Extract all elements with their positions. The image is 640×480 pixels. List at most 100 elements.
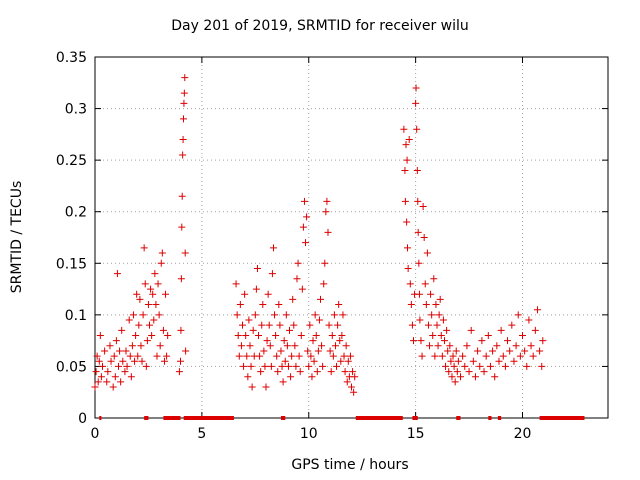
data-point bbox=[471, 373, 479, 381]
data-point bbox=[241, 290, 249, 298]
data-point bbox=[426, 342, 434, 350]
data-point bbox=[508, 321, 516, 329]
data-point bbox=[400, 125, 408, 133]
data-point bbox=[343, 378, 351, 386]
data-point bbox=[252, 285, 260, 293]
data-point bbox=[149, 290, 157, 298]
data-point bbox=[115, 362, 123, 370]
data-point bbox=[274, 368, 282, 376]
data-point bbox=[247, 362, 255, 370]
data-point bbox=[516, 352, 524, 360]
data-point bbox=[160, 357, 168, 365]
data-point bbox=[261, 362, 269, 370]
data-point bbox=[154, 280, 162, 288]
data-point bbox=[177, 326, 185, 334]
data-point bbox=[319, 362, 327, 370]
data-point bbox=[531, 326, 539, 334]
data-point bbox=[336, 337, 344, 345]
data-point bbox=[467, 326, 475, 334]
data-point bbox=[311, 311, 319, 319]
data-point bbox=[255, 331, 263, 339]
x-tick-label-0: 0 bbox=[91, 426, 100, 442]
data-point bbox=[536, 347, 544, 355]
data-point bbox=[497, 326, 505, 334]
data-point bbox=[350, 388, 358, 396]
data-point bbox=[300, 197, 308, 205]
data-point bbox=[474, 347, 482, 355]
data-point bbox=[429, 331, 437, 339]
data-point bbox=[132, 331, 140, 339]
data-point bbox=[320, 280, 328, 288]
data-point bbox=[337, 357, 345, 365]
data-point bbox=[104, 368, 112, 376]
data-point bbox=[236, 301, 244, 309]
data-point bbox=[95, 357, 103, 365]
data-point bbox=[112, 337, 120, 345]
data-point bbox=[440, 337, 448, 345]
data-point bbox=[129, 311, 137, 319]
data-point bbox=[444, 347, 452, 355]
data-point bbox=[437, 331, 445, 339]
data-point bbox=[413, 166, 421, 174]
data-point bbox=[106, 342, 114, 350]
x-tick-label-1: 5 bbox=[197, 426, 206, 442]
data-point bbox=[453, 368, 461, 376]
data-point bbox=[159, 326, 167, 334]
data-point bbox=[179, 136, 187, 144]
data-point bbox=[538, 362, 546, 370]
data-point bbox=[325, 321, 333, 329]
data-point bbox=[280, 337, 288, 345]
data-point bbox=[314, 347, 322, 355]
data-point bbox=[292, 362, 300, 370]
data-point bbox=[268, 270, 276, 278]
data-point bbox=[413, 125, 421, 133]
data-point bbox=[446, 342, 454, 350]
data-point bbox=[277, 347, 285, 355]
data-point bbox=[179, 115, 187, 123]
data-point bbox=[409, 337, 417, 345]
data-point bbox=[407, 301, 415, 309]
data-point bbox=[416, 316, 424, 324]
data-point bbox=[125, 316, 133, 324]
data-point bbox=[257, 368, 265, 376]
data-point bbox=[525, 316, 533, 324]
x-tick-label-3: 15 bbox=[407, 426, 425, 442]
data-point bbox=[523, 362, 531, 370]
y-tick-label-0: 0 bbox=[78, 411, 87, 427]
data-point bbox=[237, 342, 245, 350]
data-point bbox=[404, 244, 412, 252]
data-point bbox=[238, 321, 246, 329]
data-point bbox=[94, 378, 102, 386]
data-point bbox=[421, 280, 429, 288]
data-point bbox=[335, 301, 343, 309]
data-point bbox=[240, 362, 248, 370]
data-point bbox=[283, 342, 291, 350]
data-point bbox=[428, 311, 436, 319]
data-point bbox=[121, 368, 129, 376]
data-point bbox=[427, 290, 435, 298]
data-point bbox=[140, 244, 148, 252]
data-point bbox=[404, 264, 412, 272]
data-point bbox=[401, 166, 409, 174]
data-point bbox=[476, 362, 484, 370]
data-point bbox=[431, 352, 439, 360]
data-point bbox=[309, 337, 317, 345]
data-point bbox=[290, 321, 298, 329]
data-point bbox=[278, 362, 286, 370]
data-point bbox=[317, 295, 325, 303]
data-point bbox=[141, 280, 149, 288]
data-point bbox=[272, 331, 280, 339]
data-point bbox=[175, 368, 183, 376]
data-point bbox=[260, 347, 268, 355]
data-point bbox=[403, 156, 411, 164]
data-point bbox=[491, 373, 499, 381]
data-point bbox=[180, 99, 188, 107]
data-point bbox=[155, 311, 163, 319]
data-point bbox=[529, 352, 537, 360]
data-point bbox=[506, 347, 514, 355]
data-point bbox=[251, 311, 259, 319]
data-point bbox=[113, 270, 121, 278]
data-point bbox=[153, 352, 161, 360]
data-point bbox=[249, 326, 257, 334]
